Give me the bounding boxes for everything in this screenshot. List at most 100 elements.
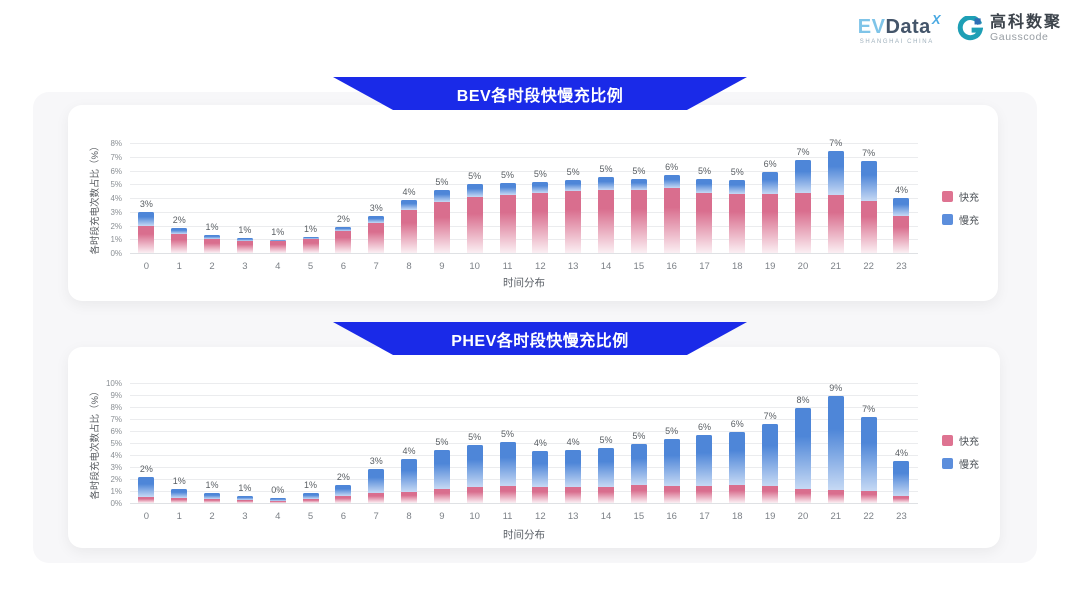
y-tick-label: 5% — [110, 439, 122, 448]
bar-segment-fast — [729, 485, 746, 503]
bar-stack — [598, 447, 614, 503]
bar-hour-10: 5% 10 — [458, 143, 491, 272]
chart-legend: 快充 慢充 — [942, 433, 979, 471]
bar-segment-slow — [860, 416, 877, 491]
bar-value-label: 2% — [336, 213, 350, 224]
bar-segment-slow — [269, 239, 286, 242]
bar-segment-fast — [433, 202, 450, 253]
bar-hour-1: 1% 1 — [163, 383, 196, 522]
bar-stack — [236, 495, 253, 503]
bar-hour-10: 5% 10 — [458, 383, 491, 522]
x-tick-label: 10 — [469, 261, 480, 272]
x-tick-label: 12 — [535, 511, 546, 522]
bar-segment-fast — [466, 196, 483, 253]
x-tick-label: 21 — [830, 511, 842, 522]
bar-segment-fast — [302, 499, 319, 503]
bar-hour-13: 5% 13 — [557, 143, 590, 272]
gridline — [130, 156, 918, 158]
bar-segment-slow — [269, 497, 286, 501]
phev-chart-card: 各时段充电次数占比（%） 0% 1% 2% 3% 4% 5% 6% 7% 8% 9% 10% 2% 0 1%… — [68, 347, 1000, 548]
bar-segment-slow — [827, 151, 844, 196]
bar-segment-fast — [598, 189, 614, 253]
gridline — [130, 419, 918, 420]
bar-stack — [433, 189, 450, 253]
legend-item-slow-label: 慢充 — [959, 460, 979, 471]
bar-segment-fast — [827, 489, 844, 503]
bar-segment-fast — [171, 498, 188, 503]
gridline — [130, 479, 918, 480]
bar-segment-slow — [236, 237, 253, 241]
legend-item-fast-label: 快充 — [959, 193, 979, 204]
bar-hour-3: 1% 3 — [228, 383, 261, 522]
x-tick-label: 1 — [176, 261, 182, 272]
gausscode-logo: 高科数聚 Gausscode — [957, 14, 1062, 43]
bev-chart-card: 各时段充电次数占比（%） 0% 1% 2% 3% 4% 5% 6% 7% 8% 3% 0 2% 1 1% 2 1… — [68, 105, 998, 301]
bar-value-label: 1% — [238, 482, 252, 493]
bar-segment-fast — [433, 488, 450, 503]
x-tick-label: 22 — [863, 511, 874, 522]
bar-stack — [762, 423, 779, 503]
bar-segment-fast — [236, 240, 253, 253]
bar-segment-fast — [204, 239, 221, 253]
bar-value-label: 1% — [172, 475, 186, 486]
bar-stack — [729, 180, 746, 253]
bar-value-label: 4% — [894, 185, 908, 195]
y-tick-label: 3% — [110, 463, 122, 472]
bar-stack — [598, 177, 614, 253]
y-tick-label: 3% — [110, 207, 122, 217]
x-tick-label: 15 — [633, 511, 645, 522]
bar-hour-16: 6% 16 — [655, 143, 688, 272]
bars-container: 3% 0 2% 1 1% 2 1% 3 1% 4 1% 5 2% 6 3% 7 4% 8 5% 9 5% 10 5% 11 5%… — [130, 138, 918, 272]
gridline — [130, 239, 918, 241]
bar-stack — [335, 226, 352, 253]
legend-item-slow: 慢充 — [942, 456, 979, 471]
evdata-logo: EVDataX SHANGHAI CHINA — [858, 13, 941, 45]
gridline — [130, 431, 918, 432]
bar-value-label: 5% — [501, 428, 515, 439]
bar-segment-fast — [499, 486, 516, 503]
bar-stack — [696, 434, 713, 503]
bar-hour-22: 7% 22 — [852, 383, 885, 522]
bar-value-label: 5% — [697, 165, 711, 176]
bar-hour-8: 4% 8 — [393, 383, 426, 522]
bar-stack — [269, 239, 286, 253]
bev-chart-title: BEV各时段快慢充比例 — [456, 87, 624, 105]
bar-hour-21: 9% 21 — [819, 383, 852, 522]
bar-segment-slow — [827, 396, 844, 490]
bar-hour-18: 5% 18 — [721, 143, 754, 272]
x-axis-title: 时间分布 — [503, 277, 545, 289]
bar-hour-15: 5% 15 — [622, 383, 655, 522]
bar-hour-3: 1% 3 — [228, 143, 261, 272]
y-tick-label: 9% — [110, 391, 122, 400]
bar-value-label: 4% — [533, 438, 547, 449]
bar-hour-5: 1% 5 — [294, 143, 327, 272]
bar-stack — [401, 200, 418, 253]
bar-stack — [302, 237, 319, 253]
evdata-x-icon: X — [931, 12, 941, 27]
x-tick-label: 3 — [242, 511, 248, 522]
bar-segment-fast — [762, 193, 779, 253]
bar-value-label: 4% — [402, 445, 416, 456]
bar-segment-slow — [729, 180, 746, 194]
x-tick-label: 18 — [732, 261, 743, 272]
bar-segment-slow — [236, 495, 253, 500]
bar-hour-13: 4% 13 — [557, 383, 590, 522]
bar-hour-2: 1% 2 — [196, 143, 229, 272]
bar-segment-slow — [302, 237, 319, 240]
bar-value-label: 6% — [697, 421, 711, 432]
bar-segment-fast — [598, 487, 614, 503]
bar-value-label: 5% — [665, 426, 679, 437]
bar-stack — [368, 215, 385, 253]
bar-stack — [893, 198, 910, 253]
evdata-data-text: Data — [885, 16, 931, 38]
bar-segment-slow — [762, 423, 779, 487]
x-tick-label: 15 — [633, 261, 645, 272]
y-tick-label: 2% — [110, 221, 122, 231]
bar-hour-15: 5% 15 — [622, 143, 655, 272]
bar-stack — [630, 178, 647, 253]
bar-segment-fast — [696, 192, 713, 253]
bar-hour-19: 7% 19 — [754, 383, 787, 522]
x-tick-label: 8 — [406, 261, 412, 272]
y-tick-label: 8% — [110, 139, 122, 148]
bar-segment-fast — [860, 200, 877, 253]
